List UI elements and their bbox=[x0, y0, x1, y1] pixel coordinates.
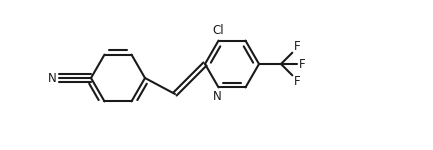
Text: Cl: Cl bbox=[213, 24, 224, 37]
Text: N: N bbox=[48, 72, 57, 84]
Text: F: F bbox=[294, 40, 301, 53]
Text: F: F bbox=[299, 57, 306, 70]
Text: F: F bbox=[294, 75, 301, 88]
Text: N: N bbox=[213, 90, 222, 103]
